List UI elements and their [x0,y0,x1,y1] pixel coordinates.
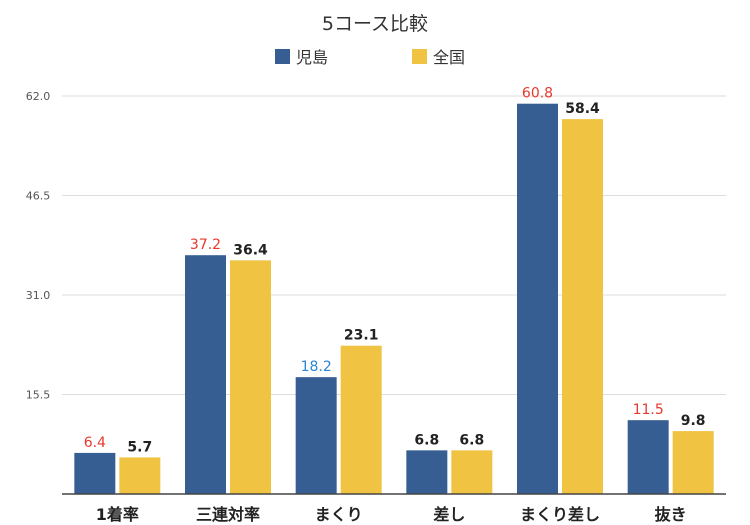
data-label: 9.8 [681,413,706,429]
y-tick-label: 15.5 [26,389,51,402]
bar [406,450,448,494]
x-tick-label: まくり差し [520,505,600,524]
bar [74,452,116,494]
data-label: 36.4 [233,242,268,258]
bar [230,260,271,494]
y-axis-ticks: 15.5 31.0 46.5 62.0 [26,90,51,402]
bar [517,103,558,495]
bar [672,431,714,494]
bar [119,457,161,494]
chart-title: 5コース比較 [322,13,428,35]
legend-label-zenkoku: 全国 [433,48,465,67]
data-label: 6.8 [459,432,484,448]
bar [340,345,382,494]
y-tick-label: 62.0 [26,90,51,103]
x-tick-label: 1着率 [96,505,139,524]
data-label: 37.2 [190,237,221,253]
x-tick-label: 三連対率 [196,505,260,524]
bar [295,377,337,494]
legend: 児島 全国 [275,48,465,67]
data-label: 6.4 [84,435,106,451]
y-tick-label: 46.5 [26,190,51,203]
bar [451,450,493,494]
gridlines [62,95,726,395]
data-label: 11.5 [633,402,664,418]
legend-label-kojima: 児島 [296,48,328,67]
x-tick-label: 差し [433,505,465,524]
x-tick-label: 抜き [655,505,687,524]
data-label: 60.8 [522,86,553,102]
data-label: 58.4 [565,101,600,117]
legend-swatch-kojima [275,49,290,64]
bar [185,255,226,494]
data-label: 5.7 [127,439,152,455]
data-labels: 6.4 5.7 37.2 36.4 18.2 23.1 6.8 6.8 60.8 58.4 11.5… [84,86,706,456]
legend-swatch-zenkoku [412,49,427,64]
bar [562,119,603,494]
data-label: 23.1 [344,328,379,344]
x-tick-label: まくり [315,505,363,524]
y-tick-label: 31.0 [26,289,51,302]
bar [627,420,669,494]
data-label: 18.2 [301,359,332,375]
x-axis-ticks: 1着率 三連対率 まくり 差し まくり差し 抜き [96,505,687,524]
data-label: 6.8 [414,432,439,448]
bars [74,103,714,495]
